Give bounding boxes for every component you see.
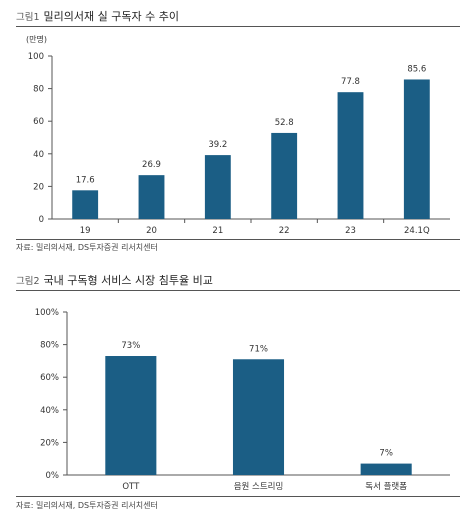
fig1-bar-5: [337, 92, 364, 219]
fig1-bar-1: [72, 190, 99, 219]
fig1-value-label-4: 52.8: [275, 118, 294, 128]
fig2-y-tick-label: 40%: [40, 406, 59, 416]
figure-1-title-rule: [16, 26, 460, 27]
fig1-y-tick-label: 0: [39, 215, 44, 225]
figure-2-title: 그림2 국내 구독형 서비스 시장 침투율 비교: [16, 272, 213, 288]
fig1-bar-4: [271, 132, 298, 219]
fig2-category-label-2: 음원 스트리밍: [234, 481, 284, 492]
fig2-value-label-1: 73%: [121, 341, 140, 351]
figure-1-chart: (만명) 0 20 40 60 80 100 17.6 19 26.9 20 39.2 21 52.8 22…: [26, 34, 450, 236]
fig2-y-tick-label: 100%: [35, 308, 59, 318]
fig1-category-label-5: 23: [345, 226, 356, 236]
figure-2-label: 그림2: [16, 276, 40, 287]
fig1-y-tick-label: 100: [28, 52, 44, 62]
figure-1-bottom-rule: [16, 239, 460, 240]
fig2-value-label-3: 7%: [379, 449, 393, 459]
fig1-bar-6: [403, 79, 430, 219]
figure-1-label: 그림1: [16, 12, 40, 23]
fig1-y-tick-label: 20: [33, 182, 44, 192]
fig1-category-label-2: 20: [146, 226, 157, 236]
figure-2-source: 자료: 밀리의서재, DS투자증권 리서치센터: [16, 501, 158, 510]
fig1-value-label-6: 85.6: [407, 64, 426, 74]
fig1-y-tick-label: 60: [33, 117, 44, 127]
figure-1-source: 자료: 밀리의서재, DS투자증권 리서치센터: [16, 243, 158, 252]
fig1-value-label-5: 77.8: [341, 77, 360, 87]
fig1-bar-2: [138, 175, 165, 219]
figure-1-title: 그림1 밀리의서재 실 구독자 수 추이: [16, 8, 179, 24]
fig2-y-tick-label: 20%: [40, 438, 59, 448]
fig2-y-tick-label: 60%: [40, 373, 59, 383]
fig1-unit-label: (만명): [26, 34, 47, 44]
fig1-value-label-3: 39.2: [208, 140, 227, 150]
fig2-bar-1: [105, 356, 157, 475]
fig1-bar-3: [204, 155, 231, 219]
fig2-bar-2: [232, 359, 285, 475]
fig1-category-label-4: 22: [279, 226, 290, 236]
fig1-y-tick-label: 40: [33, 150, 44, 160]
fig2-y-tick-label: 0%: [46, 471, 60, 481]
fig1-category-label-6: 24.1Q: [404, 226, 430, 236]
fig1-category-label-1: 19: [80, 226, 91, 236]
fig1-value-label-1: 17.6: [76, 175, 95, 185]
fig2-y-tick-label: 80%: [40, 341, 59, 351]
figure-1-title-text: 밀리의서재 실 구독자 수 추이: [43, 10, 179, 23]
fig2-category-label-3: 독서 플랫폼: [365, 481, 407, 492]
fig1-y-tick-label: 80: [33, 85, 44, 95]
fig2-category-label-1: OTT: [122, 482, 140, 492]
figure-2-title-text: 국내 구독형 서비스 시장 침투율 비교: [43, 274, 213, 287]
fig2-bar-3: [360, 463, 412, 475]
figure-2-title-rule: [16, 290, 460, 291]
fig1-category-label-3: 21: [212, 226, 223, 236]
fig2-value-label-2: 71%: [249, 344, 268, 354]
fig1-value-label-2: 26.9: [142, 160, 161, 170]
figure-2-chart: 0% 20% 40% 60% 80% 100% 73% OTT 71% 음원 스트리밍 7% 독서 플…: [35, 308, 450, 492]
figure-2-bottom-rule: [16, 496, 460, 497]
